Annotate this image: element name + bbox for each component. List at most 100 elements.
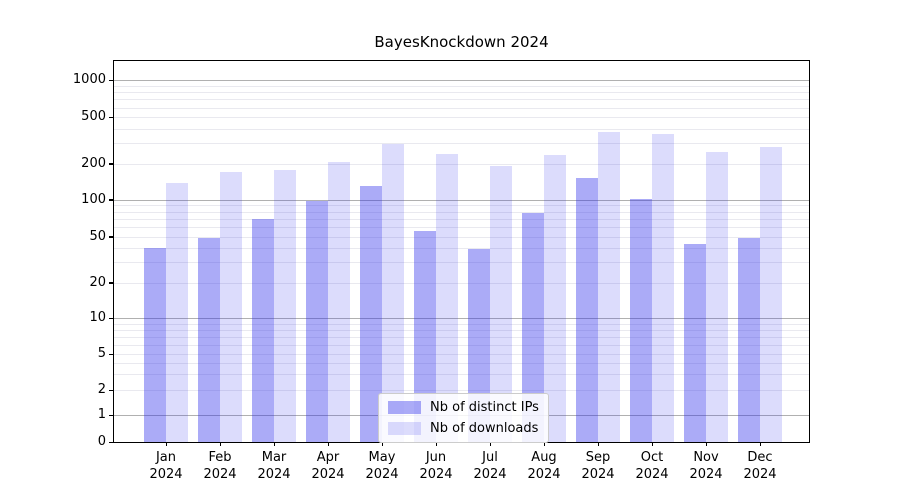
x-tick-mark-nov (705, 442, 707, 446)
bar-nb-of-distinct-ips-feb (198, 237, 220, 442)
bar-nb-of-distinct-ips-mar (252, 218, 274, 442)
y-tick-label-5: 5 (97, 346, 106, 362)
x-tick-year: 2024 (743, 467, 777, 482)
y-tick-label-50: 50 (89, 228, 106, 244)
x-tick-year: 2024 (203, 467, 237, 482)
gridline-minor-60 (114, 226, 809, 228)
bar-nb-of-downloads-sep (598, 131, 620, 442)
x-tick-label-jul: Jul 2024 (458, 449, 522, 483)
x-tick-label-may: May 2024 (350, 449, 414, 483)
gridline-minor-900 (114, 86, 809, 87)
gridline-minor-8 (114, 329, 809, 331)
y-tick-label-1: 1 (97, 407, 106, 423)
x-tick-month: Aug (531, 450, 557, 465)
gridline-minor-20 (114, 282, 809, 284)
x-tick-year: 2024 (149, 467, 183, 482)
gridline-minor-9 (114, 323, 809, 325)
x-tick-mark-aug (543, 442, 545, 446)
gridline-minor-6 (114, 344, 809, 346)
y-tick-label-10: 10 (89, 310, 106, 326)
bar-nb-of-distinct-ips-aug (522, 213, 544, 442)
y-tick-label-200: 200 (81, 155, 106, 171)
x-tick-mark-apr (327, 442, 329, 446)
legend-item-nb-of-downloads: Nb of downloads (388, 421, 539, 436)
x-tick-year: 2024 (581, 467, 615, 482)
y-tick-label-500: 500 (81, 109, 106, 125)
x-tick-year: 2024 (635, 467, 669, 482)
bar-nb-of-downloads-nov (706, 152, 728, 442)
gridline-minor-800 (114, 92, 809, 94)
y-tick-mark-2 (109, 389, 113, 392)
gridline-minor-80 (114, 211, 809, 213)
legend-swatch-nb-of-downloads (388, 422, 421, 435)
x-tick-mark-mar (273, 442, 275, 446)
gridline-minor-200 (114, 163, 809, 165)
bar-nb-of-downloads-may (382, 143, 404, 442)
y-tick-mark-500 (109, 116, 113, 119)
y-tick-mark-1 (109, 414, 113, 417)
gridline-minor-5 (114, 354, 809, 356)
x-tick-month: Mar (261, 450, 287, 465)
legend: Nb of distinct IPs Nb of downloads (378, 393, 549, 443)
x-tick-year: 2024 (527, 467, 561, 482)
x-tick-mark-oct (651, 442, 653, 446)
x-tick-label-nov: Nov 2024 (674, 449, 738, 483)
y-tick-mark-0 (109, 441, 113, 443)
bar-nb-of-downloads-apr (328, 162, 350, 442)
y-tick-label-1000: 1000 (72, 72, 106, 88)
gridline-major-1000 (114, 80, 809, 82)
bar-nb-of-distinct-ips-jun (414, 230, 436, 442)
x-tick-month: Sep (585, 450, 611, 465)
x-tick-mark-jan (165, 442, 167, 446)
bar-nb-of-downloads-jul (490, 166, 512, 442)
x-tick-mark-sep (597, 442, 599, 446)
y-tick-mark-200 (109, 163, 113, 165)
x-tick-year: 2024 (365, 467, 399, 482)
gridline-major-10 (114, 318, 809, 320)
legend-swatch-nb-of-distinct-ips (388, 401, 421, 414)
x-tick-label-mar: Mar 2024 (242, 449, 306, 483)
x-tick-month: Feb (208, 450, 232, 465)
x-tick-label-jun: Jun 2024 (404, 449, 468, 483)
bar-nb-of-downloads-feb (220, 172, 242, 442)
x-tick-year: 2024 (257, 467, 291, 482)
x-tick-label-oct: Oct 2024 (620, 449, 684, 483)
y-tick-label-0: 0 (97, 434, 106, 449)
y-tick-label-2: 2 (97, 382, 106, 398)
x-tick-mark-jul (489, 442, 491, 446)
x-tick-mark-dec (759, 442, 761, 446)
x-tick-month: Oct (640, 450, 664, 465)
x-tick-label-aug: Aug 2024 (512, 449, 576, 483)
bar-nb-of-distinct-ips-dec (738, 237, 760, 442)
gridline-minor-7 (114, 336, 809, 338)
x-tick-month: Jan (155, 450, 177, 465)
gridline-minor-300 (114, 143, 809, 144)
x-tick-year: 2024 (689, 467, 723, 482)
bar-nb-of-downloads-oct (652, 133, 674, 442)
x-tick-mark-jun (435, 442, 437, 446)
bar-nb-of-downloads-jun (436, 154, 458, 442)
bar-nb-of-distinct-ips-oct (630, 198, 652, 442)
y-tick-mark-5 (109, 353, 113, 356)
x-tick-year: 2024 (473, 467, 507, 482)
bar-nb-of-downloads-jan (166, 183, 188, 442)
x-tick-month: Jun (425, 450, 447, 465)
gridline-minor-40 (114, 247, 809, 249)
gridline-minor-70 (114, 218, 809, 220)
x-tick-label-sep: Sep 2024 (566, 449, 630, 483)
chart-title: BayesKnockdown 2024 (374, 33, 549, 51)
x-tick-month: May (368, 450, 396, 465)
bar-nb-of-distinct-ips-apr (306, 200, 328, 442)
gridline-minor-90 (114, 205, 809, 207)
gridline-minor-4 (114, 363, 809, 365)
x-tick-month: Jul (482, 450, 498, 465)
x-tick-month: Dec (747, 450, 773, 465)
x-tick-year: 2024 (419, 467, 453, 482)
y-tick-mark-50 (109, 236, 113, 238)
gridline-minor-400 (114, 128, 809, 130)
bar-nb-of-downloads-dec (760, 147, 782, 442)
gridline-minor-30 (114, 262, 809, 264)
bar-nb-of-distinct-ips-jan (144, 247, 166, 442)
plot-area: 0 1 2 5 10 20 50 100 200 500 1000 Jan 2024 Feb 2024 Mar… (73, 60, 810, 482)
x-tick-mark-may (381, 442, 383, 446)
